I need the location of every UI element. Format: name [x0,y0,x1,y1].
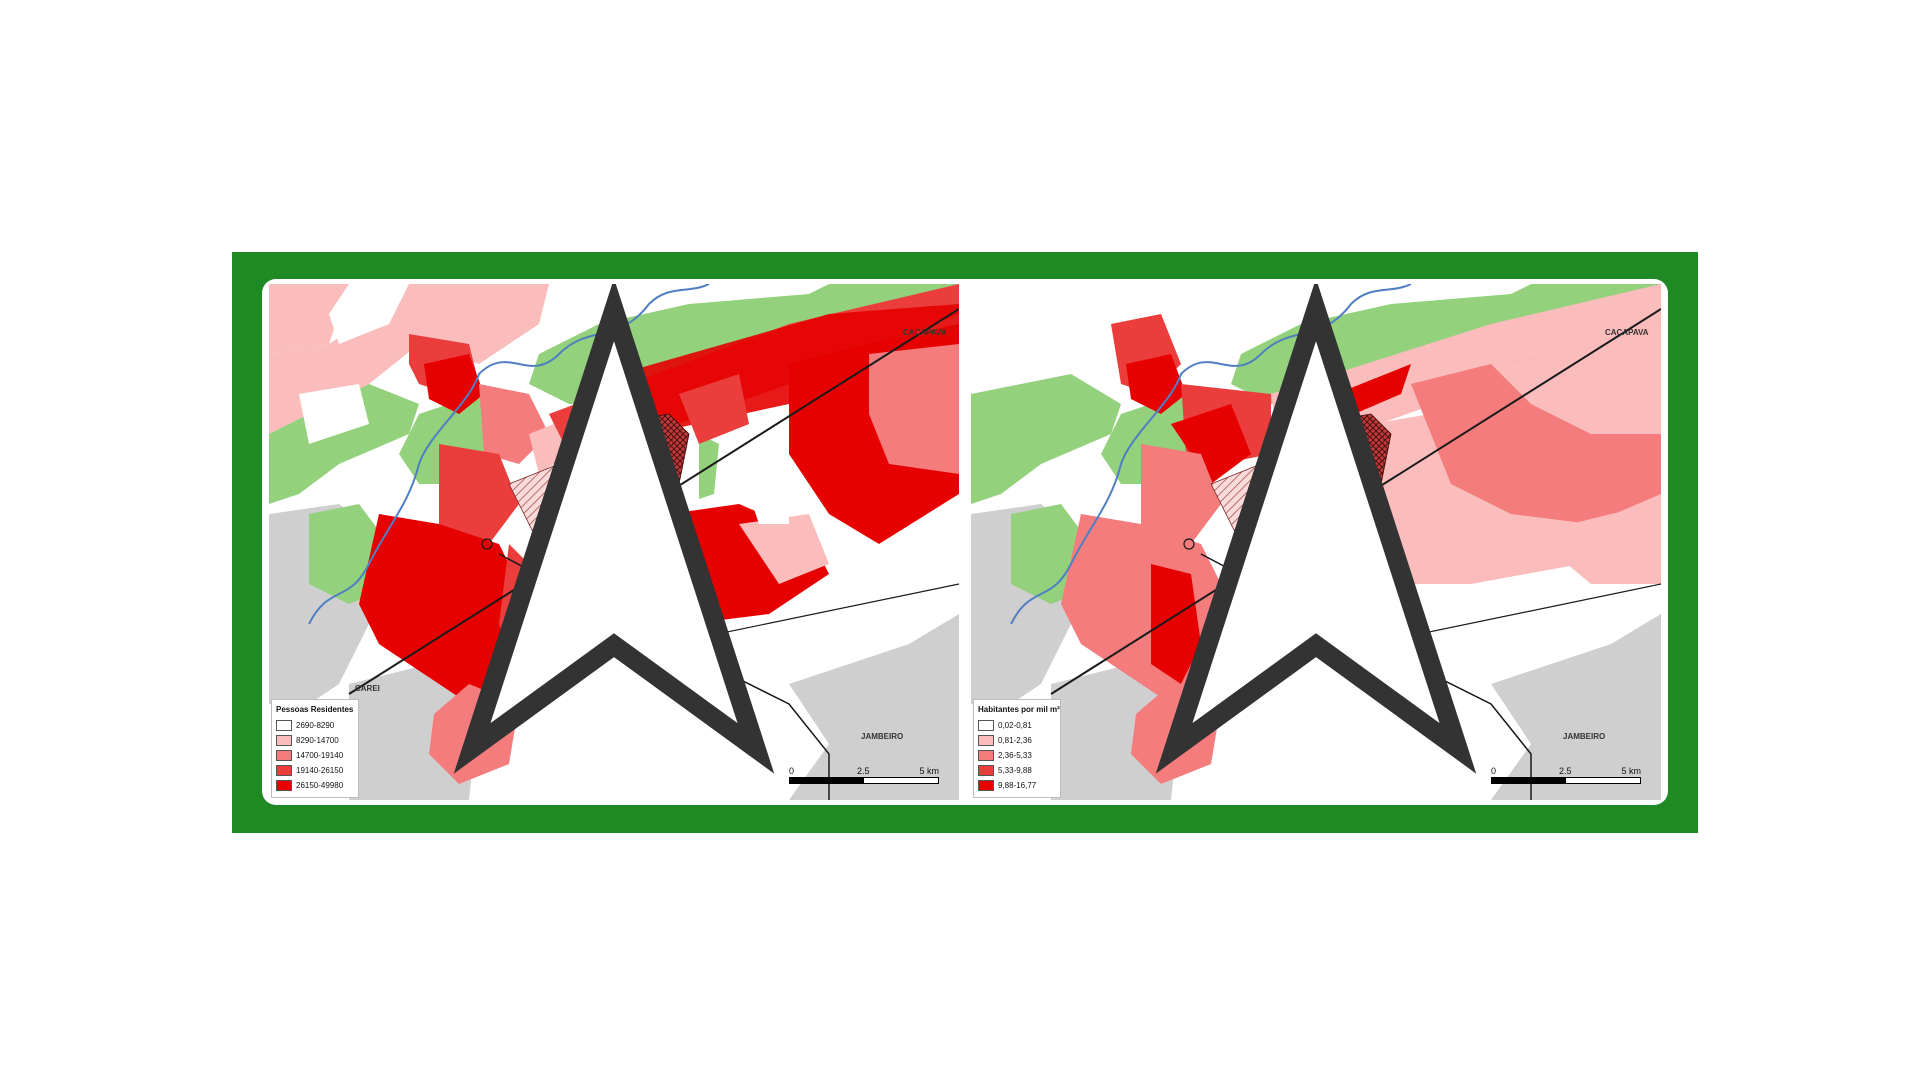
legend-swatch [978,735,994,746]
legend-item: 14700-19140 [276,748,354,763]
legend-rows-right: 0,02-0,81 0,81-2,36 2,36-5,33 5,33-9,88 9,88… [978,718,1056,793]
map-habitantes-por-mil-m2: CAÇAPAVA JAMBEIRO Habitantes por mil m² … [971,284,1661,800]
legend-label: 0,81-2,36 [998,736,1032,745]
legend-label: 9,88-16,77 [998,781,1037,790]
legend-title: Pessoas Residentes [276,705,354,714]
legend-rows-left: 2690-8290 8290-14700 14700-19140 19140-2615… [276,718,354,793]
legend-item: 9,88-16,77 [978,778,1056,793]
legend-swatch [276,750,292,761]
legend-label: 26150-49980 [296,781,344,790]
legend-swatch [276,720,292,731]
legend-label: 2690-8290 [296,721,335,730]
scale-tick-5km: 5 km [919,766,939,776]
legend-swatch [978,780,994,791]
scale-tick-2-5: 2.5 [1559,766,1572,776]
legend-label: 14700-19140 [296,751,344,760]
scale-bar-right: 0 2.5 5 km [1491,766,1641,788]
legend-item: 2690-8290 [276,718,354,733]
scale-tick-0: 0 [1491,766,1497,776]
legend-item: 0,81-2,36 [978,733,1056,748]
maps-card: CAÇAPAVA JAMBEIRO CAREI Pessoas Resident… [262,279,1668,805]
legend-item: 5,33-9,88 [978,763,1056,778]
legend-item: 26150-49980 [276,778,354,793]
legend-label: 19140-26150 [296,766,344,775]
place-label-cacapava: CAÇAPAVA [903,328,947,337]
legend-swatch [978,720,994,731]
legend-swatch [978,750,994,761]
scale-bar-left: 0 2.5 5 km [789,766,939,788]
place-label-carei: CAREI [355,684,380,693]
legend-swatch [978,765,994,776]
place-label-jambeiro: JAMBEIRO [861,732,904,741]
legend-title: Habitantes por mil m² [978,705,1060,714]
green-frame: CAÇAPAVA JAMBEIRO CAREI Pessoas Resident… [232,252,1698,833]
legend-right: Habitantes por mil m² 0,02-0,81 0,81-2,36… [973,699,1061,798]
legend-label: 8290-14700 [296,736,339,745]
scale-tick-5km: 5 km [1621,766,1641,776]
legend-item: 8290-14700 [276,733,354,748]
legend-label: 0,02-0,81 [998,721,1032,730]
legend-item: 2,36-5,33 [978,748,1056,763]
legend-item: 0,02-0,81 [978,718,1056,733]
scale-tick-2-5: 2.5 [857,766,870,776]
legend-swatch [276,765,292,776]
legend-swatch [276,780,292,791]
scale-tick-0: 0 [789,766,795,776]
legend-item: 19140-26150 [276,763,354,778]
place-label-cacapava: CAÇAPAVA [1605,328,1649,337]
legend-label: 5,33-9,88 [998,766,1032,775]
north-arrow-icon [453,284,775,774]
legend-label: 2,36-5,33 [998,751,1032,760]
place-label-jambeiro: JAMBEIRO [1563,732,1606,741]
legend-swatch [276,735,292,746]
map-pessoas-residentes: CAÇAPAVA JAMBEIRO CAREI Pessoas Resident… [269,284,959,800]
legend-left: Pessoas Residentes 2690-8290 8290-14700 14… [271,699,359,798]
north-arrow-icon [1155,284,1477,774]
